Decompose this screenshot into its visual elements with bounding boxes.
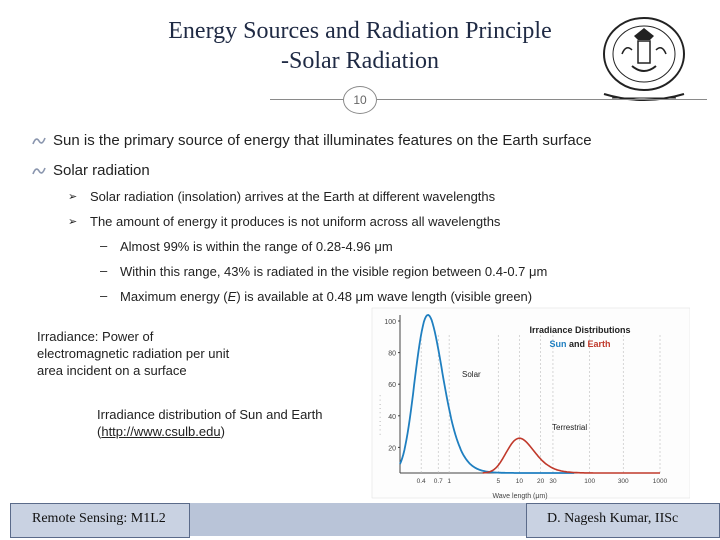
x-tick-label: 1: [447, 478, 451, 485]
arrow-bullet-icon: ➢: [68, 191, 78, 203]
dash-bullet-icon: –: [100, 238, 108, 253]
slide-title: Energy Sources and Radiation Principle -…: [95, 16, 625, 76]
max-energy-symbol: E: [227, 289, 237, 304]
chart-caption: Irradiance distribution of Sun and Earth…: [97, 406, 357, 440]
caption-line-1: Irradiance distribution of Sun and Earth: [97, 407, 323, 422]
footer-right-box: [526, 503, 720, 538]
sub-bullet-insolation: Solar radiation (insolation) arrives at …: [90, 189, 496, 204]
source-link[interactable]: http://www.csulb.edu: [101, 424, 221, 439]
y-tick-label: 80: [388, 351, 396, 358]
dash-bullet-icon: –: [100, 288, 108, 303]
bullet-icon: [32, 167, 46, 175]
x-tick-label: 30: [549, 478, 557, 485]
irradiance-chart: · · · · · · · · · · 100 80 60 40 20 0.4 0.7 1 5…: [360, 305, 690, 505]
header-divider-right: [377, 99, 707, 100]
x-tick-label: 10: [516, 478, 524, 485]
slide-number: 10: [343, 86, 377, 114]
footer-course-label: Remote Sensing: M1L2: [32, 511, 166, 526]
sub-sub-bullet-99-percent: Almost 99% is within the range of 0.28-4…: [120, 239, 393, 254]
bullet-icon: [32, 137, 46, 145]
footer-band: [189, 503, 526, 536]
irradiance-line-3: area incident on a surface: [37, 363, 187, 378]
arrow-bullet-icon: ➢: [68, 216, 78, 228]
max-energy-text-before: Maximum energy (: [120, 289, 228, 304]
bullet-text: Solar radiation: [53, 162, 150, 179]
footer-author-label: D. Nagesh Kumar, IISc: [547, 511, 679, 526]
irradiance-line-2: electromagnetic radiation per unit: [37, 346, 230, 361]
caption-line-2: (http://www.csulb.edu): [97, 423, 357, 440]
sub-sub-bullet-43-percent: Within this range, 43% is radiated in th…: [120, 264, 548, 279]
terrestrial-series-label: Terrestrial: [552, 423, 587, 432]
max-energy-text-after: ) is available at 0.48 μm wave length (v…: [236, 289, 533, 304]
y-tick-label: 20: [388, 445, 396, 452]
iisc-logo: [582, 14, 707, 102]
y-tick-label: 40: [388, 414, 396, 421]
solar-series-label: Solar: [462, 370, 481, 379]
footer-left-box: [10, 503, 190, 538]
subtitle-and: and: [569, 339, 585, 349]
sub-sub-bullet-max-energy: Maximum energy (E) is available at 0.48 …: [120, 288, 532, 306]
subtitle-sun: Sun: [549, 339, 566, 349]
caption-open-paren: (: [97, 424, 102, 439]
x-tick-label: 300: [618, 478, 629, 485]
y-tick-label: 100: [384, 319, 396, 326]
x-tick-label: 0.4: [417, 478, 426, 485]
sub-bullet-not-uniform: The amount of energy it produces is not …: [90, 214, 501, 229]
chart-subtitle: Sun and Earth: [549, 339, 610, 349]
x-tick-label: 5: [496, 478, 500, 485]
caption-close-paren: ): [220, 424, 225, 439]
x-axis-label: Wave length (μm): [492, 493, 547, 500]
chart-title: Irradiance Distributions: [529, 325, 630, 335]
terrestrial-curve: [482, 437, 660, 474]
dash-bullet-icon: –: [100, 263, 108, 278]
x-tick-label: 20: [537, 478, 545, 485]
x-tick-label: 100: [584, 478, 595, 485]
irradiance-definition: Irradiance: Power of electromagnetic rad…: [37, 328, 267, 379]
x-tick-label: 0.7: [434, 478, 443, 485]
title-line-1: Energy Sources and Radiation Principle: [168, 18, 552, 44]
irradiance-line-1: Irradiance: Power of: [37, 329, 154, 344]
x-tick-label: 1000: [653, 478, 668, 485]
y-axis-label-smudge: · · · · · · · · · ·: [377, 395, 384, 436]
bullet-text: Sun is the primary source of energy that…: [53, 132, 592, 149]
subtitle-earth: Earth: [588, 339, 611, 349]
header-divider-left: [270, 99, 343, 100]
title-line-2: -Solar Radiation: [281, 48, 439, 74]
y-tick-label: 60: [388, 382, 396, 389]
